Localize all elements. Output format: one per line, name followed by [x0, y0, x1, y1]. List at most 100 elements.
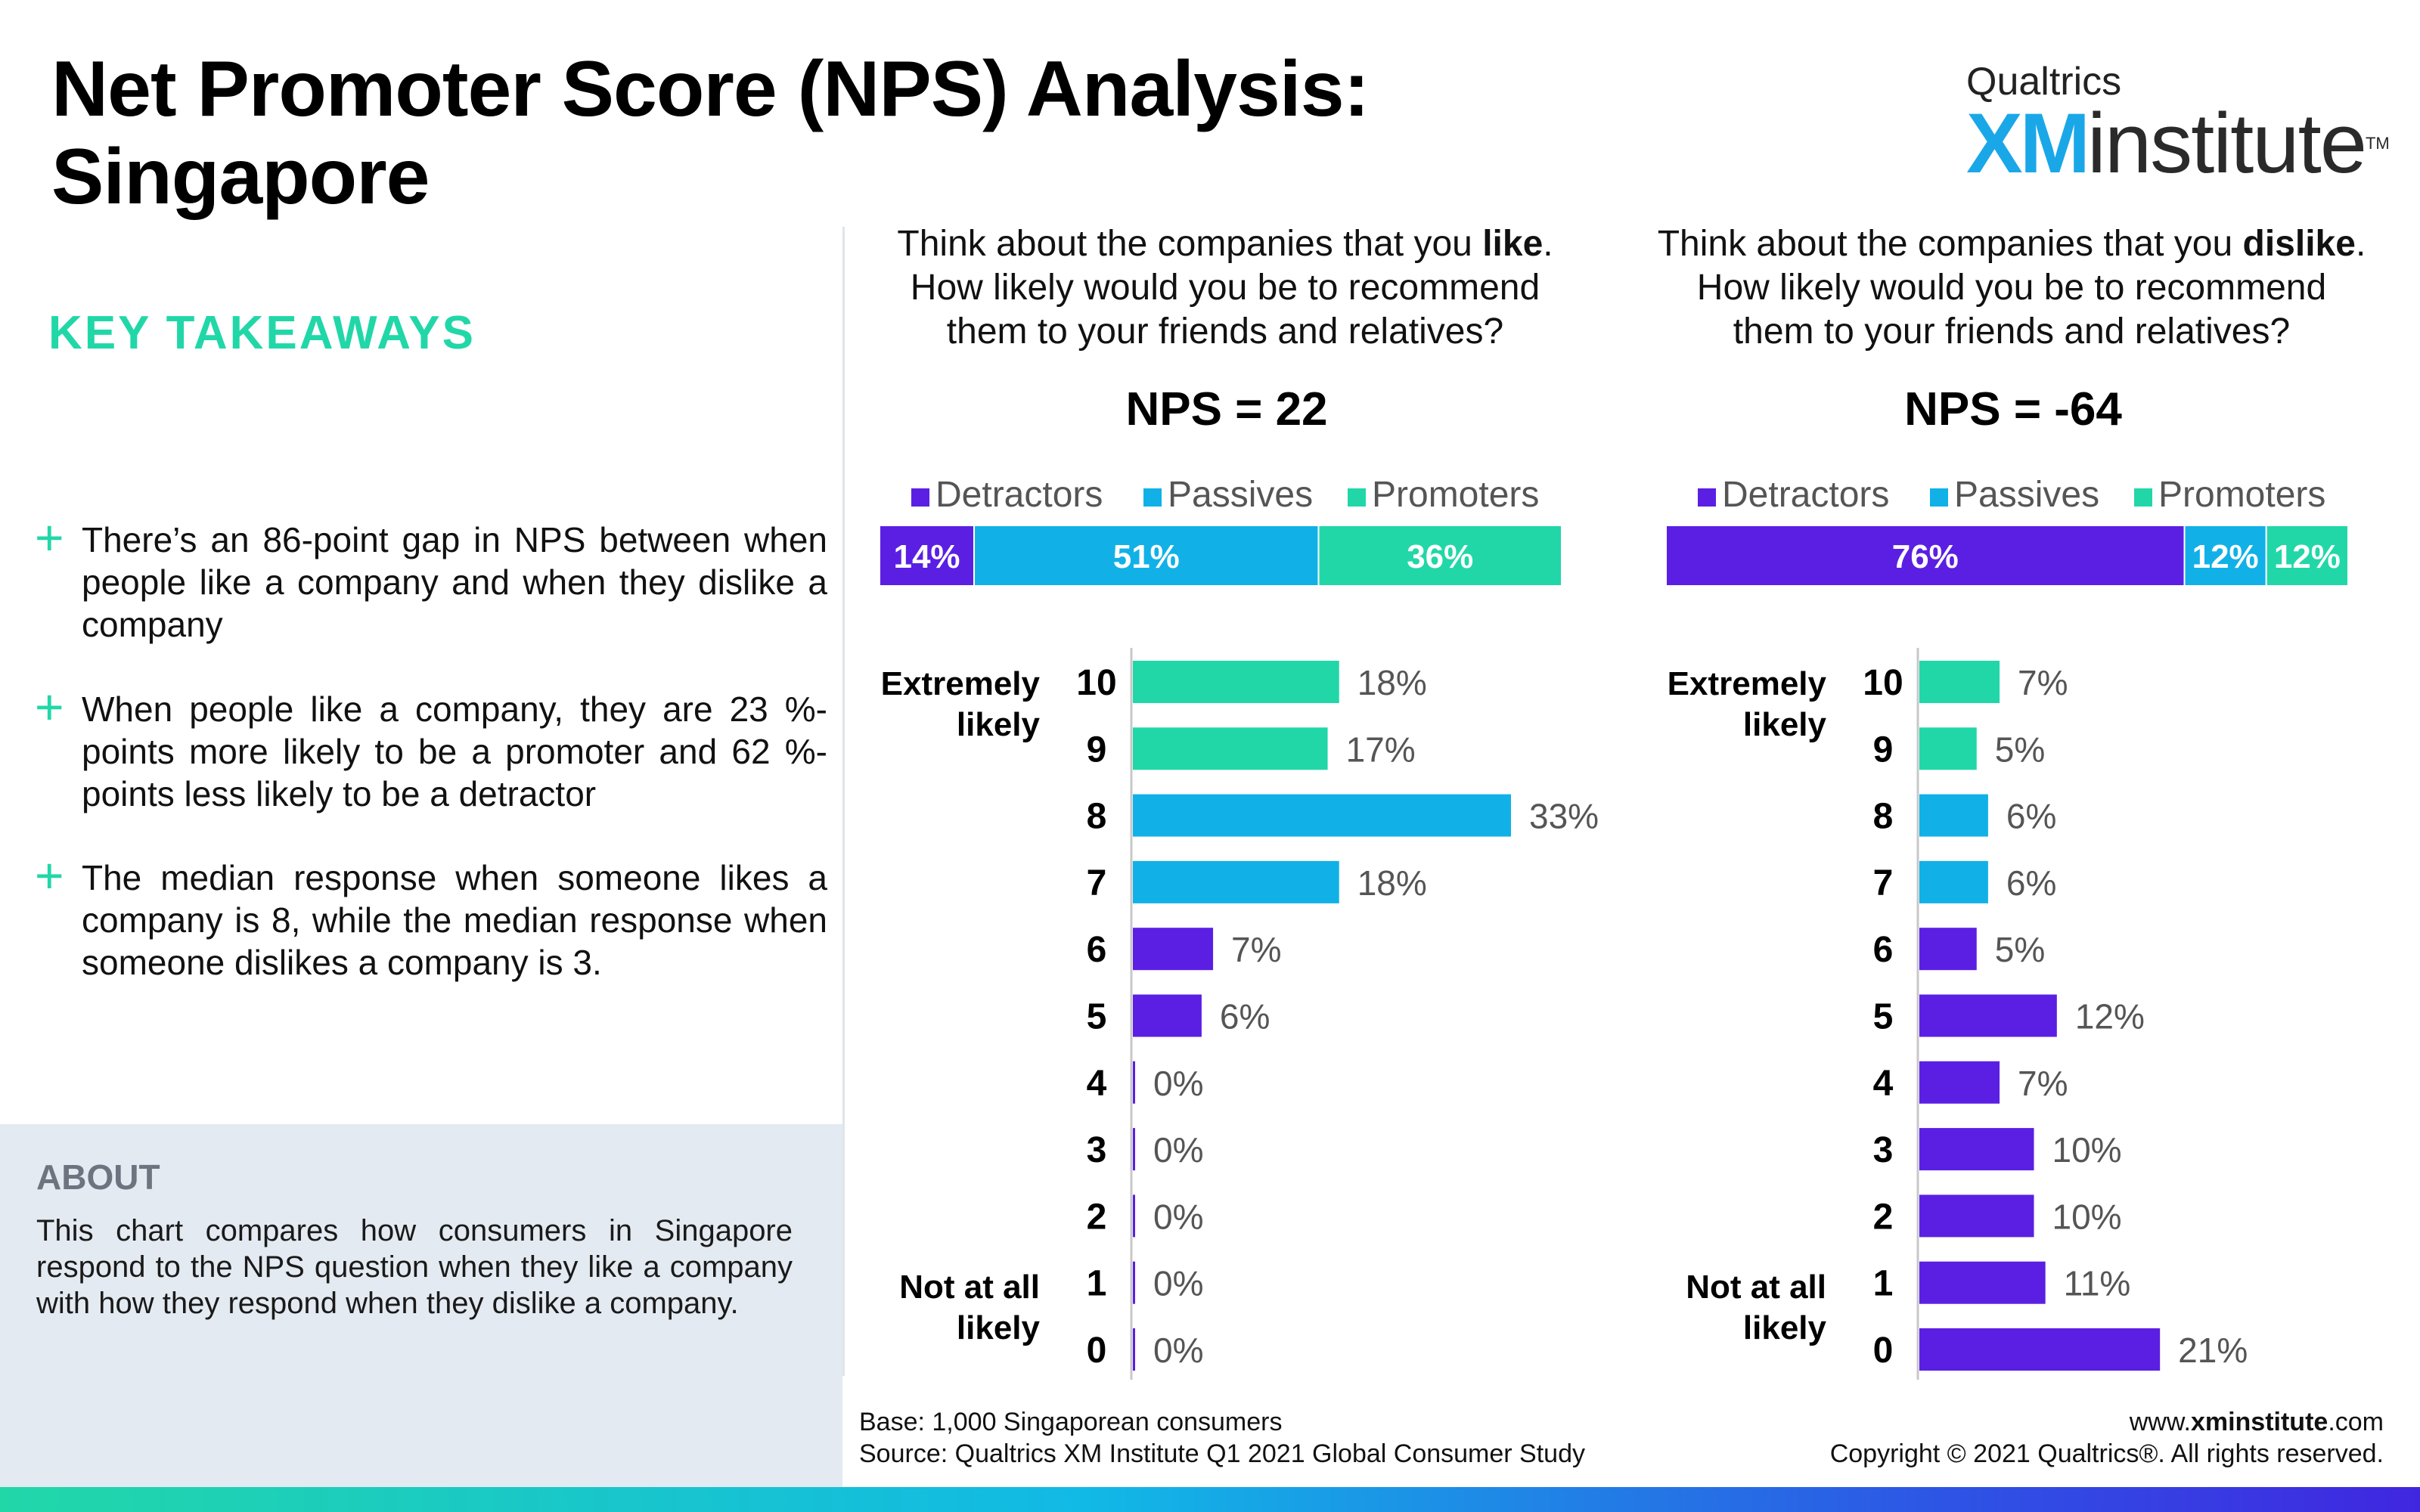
footer-copyright-text: Copyright © 2021 Qualtrics®. All rights …	[1829, 1439, 2384, 1468]
scale-tick-3: 3	[1087, 1130, 1107, 1170]
legend-label-detractors: Detractors	[935, 475, 1103, 515]
nps-score: NPS = -64	[1904, 383, 2122, 435]
bar-8	[1133, 794, 1511, 837]
bar-6	[1919, 928, 1977, 971]
bar-value-5: 12%	[2075, 997, 2145, 1036]
logo-trademark: TM	[2365, 134, 2390, 153]
logo-institute: institute	[2087, 96, 2367, 191]
legend-swatch-passives	[1143, 488, 1162, 507]
question-line-1: Think about the companies that you like.	[897, 224, 1553, 264]
scale-tick-5: 5	[1087, 997, 1107, 1037]
nps-score: NPS = 22	[1125, 383, 1327, 435]
bar-2	[1133, 1194, 1135, 1238]
stacked-label-promoters: 36%	[1407, 538, 1473, 575]
stacked-segment-promoters	[2265, 525, 2350, 587]
stacked-segment-passives	[2183, 525, 2267, 587]
takeaway-item: + The median response when someone likes…	[35, 850, 827, 993]
bar-3	[1919, 1128, 2034, 1171]
legend-label-promoters: Promoters	[1372, 475, 1539, 515]
scale-tick-7: 7	[1087, 863, 1107, 903]
bar-value-9: 5%	[1995, 730, 2045, 769]
bar-0	[1919, 1328, 2161, 1371]
footer-copyright: www.xminstitute.com Copyright © 2021 Qua…	[1830, 1406, 2384, 1470]
scale-bottom-label-line-2: likely	[1743, 1309, 1827, 1346]
legend-swatch-promoters	[1348, 488, 1366, 507]
about-text: This chart compares how consumers in Sin…	[36, 1214, 793, 1320]
scale-top-label-line-1: Extremely	[881, 665, 1041, 702]
takeaway-item: + There’s an 86-point gap in NPS between…	[35, 513, 827, 655]
bar-9	[1919, 727, 1977, 770]
bar-2	[1919, 1194, 2034, 1238]
footer-base: Base: 1,000 Singaporean consumers	[859, 1408, 1283, 1436]
nps-chart-like: Think about the companies that you like.…	[879, 224, 1599, 1380]
bar-value-8: 6%	[2006, 797, 2056, 836]
scale-tick-0: 0	[1087, 1331, 1107, 1371]
scale-tick-5: 5	[1873, 997, 1894, 1037]
scale-tick-9: 9	[1087, 730, 1107, 770]
plus-icon: +	[35, 510, 64, 565]
legend-swatch-detractors	[911, 488, 929, 507]
bar-value-0: 0%	[1153, 1331, 1203, 1370]
website-prefix: www.	[2129, 1408, 2191, 1436]
question-line-2: How likely would you be to recommend	[1697, 268, 2326, 308]
plus-icon: +	[35, 847, 64, 903]
page-title: Net Promoter Score (NPS) Analysis: Singa…	[51, 45, 1370, 221]
bar-1	[1133, 1261, 1135, 1304]
bar-1	[1919, 1261, 2046, 1304]
bar-7	[1133, 860, 1339, 903]
about-heading: ABOUT	[36, 1157, 160, 1197]
bar-value-1: 0%	[1153, 1264, 1203, 1303]
stacked-segment-detractors	[1665, 525, 2186, 587]
legend-label-promoters: Promoters	[2158, 475, 2325, 515]
bar-value-6: 7%	[1231, 930, 1281, 969]
legend-label-detractors: Detractors	[1722, 475, 1889, 515]
bar-value-6: 5%	[1995, 930, 2045, 969]
bar-value-10: 7%	[2018, 663, 2068, 702]
about-panel	[0, 1124, 842, 1487]
takeaway-text: The median response when someone likes a…	[82, 858, 827, 982]
scale-tick-4: 4	[1087, 1064, 1107, 1104]
legend-swatch-promoters	[2134, 488, 2152, 507]
nps-chart-dislike: Think about the companies that you disli…	[1658, 224, 2366, 1380]
stacked-label-detractors: 14%	[893, 538, 960, 575]
plus-icon: +	[35, 679, 64, 735]
takeaway-item: + When people like a company, they are 2…	[35, 682, 827, 824]
qualtrics-xm-institute-logo: Qualtrics XMinstituteTM	[1966, 59, 2390, 189]
scale-tick-1: 1	[1873, 1264, 1894, 1304]
scale-bottom-label-line-1: Not at all	[899, 1269, 1040, 1306]
legend-swatch-detractors	[1698, 488, 1716, 507]
brand-gradient-strip	[0, 1487, 2420, 1512]
bar-5	[1133, 994, 1202, 1037]
scale-tick-6: 6	[1873, 930, 1894, 970]
website-name: xminstitute	[2190, 1408, 2328, 1436]
bar-value-7: 6%	[2006, 863, 2056, 903]
bar-0	[1133, 1328, 1135, 1371]
question-line-3: them to your friends and relatives?	[1733, 311, 2290, 352]
bar-value-4: 0%	[1153, 1064, 1203, 1103]
scale-tick-1: 1	[1087, 1264, 1107, 1304]
legend-swatch-passives	[1930, 488, 1948, 507]
scale-tick-8: 8	[1087, 797, 1107, 837]
scale-tick-0: 0	[1873, 1331, 1894, 1371]
scale-tick-4: 4	[1873, 1064, 1894, 1104]
scale-tick-9: 9	[1873, 730, 1894, 770]
key-takeaways-heading: KEY TAKEAWAYS	[48, 307, 476, 359]
question-line-3: them to your friends and relatives?	[947, 311, 1503, 352]
stacked-label-passives: 12%	[2192, 538, 2259, 575]
scale-top-label-line-2: likely	[1743, 706, 1827, 743]
scale-tick-7: 7	[1873, 863, 1894, 903]
footer-source-text: Source: Qualtrics XM Institute Q1 2021 G…	[859, 1439, 1586, 1468]
bar-value-0: 21%	[2178, 1331, 2248, 1370]
bar-9	[1133, 727, 1328, 770]
column-divider	[842, 227, 845, 1376]
footer-website[interactable]: www.xminstitute.com	[1830, 1406, 2384, 1438]
bar-5	[1919, 994, 2057, 1037]
bar-value-1: 11%	[2064, 1264, 2131, 1303]
question-line-2: How likely would you be to recommend	[911, 268, 1540, 308]
scale-tick-6: 6	[1087, 930, 1107, 970]
bar-value-2: 0%	[1153, 1197, 1203, 1236]
question-line-1: Think about the companies that you disli…	[1658, 224, 2366, 264]
scale-tick-8: 8	[1873, 797, 1894, 837]
scale-top-label-line-2: likely	[957, 706, 1041, 743]
bar-4	[1919, 1061, 2000, 1104]
